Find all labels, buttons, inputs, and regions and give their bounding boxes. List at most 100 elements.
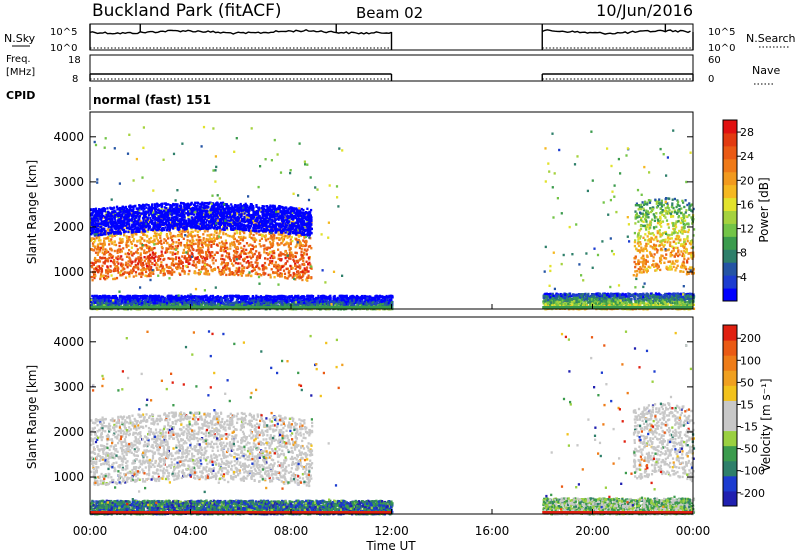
echo-cell: [196, 210, 199, 213]
echo-cell: [183, 206, 186, 210]
echo-cell: [263, 205, 266, 208]
echo-cell: [249, 249, 252, 253]
echo-cell: [285, 255, 288, 258]
echo-cell: [132, 252, 135, 255]
echo-cell: [116, 265, 119, 268]
echo-cell: [239, 227, 242, 231]
echo-cell: [179, 213, 182, 216]
echo-cell: [204, 206, 207, 209]
echo-cell: [256, 262, 259, 265]
echo-cell: [178, 258, 181, 261]
echo-cell: [264, 257, 267, 260]
echo-cell: [158, 209, 162, 212]
echo-cell: [216, 208, 219, 211]
echo-cell: [155, 261, 158, 265]
echo-cell: [122, 226, 125, 230]
echo-cell: [242, 248, 245, 251]
echo-cell: [246, 216, 250, 219]
echo-cell: [116, 251, 119, 254]
echo-cell: [91, 221, 94, 224]
echo-cell: [184, 203, 187, 206]
echo-cell: [119, 232, 122, 235]
echo-cell: [105, 271, 108, 274]
echo-cell: [148, 205, 151, 208]
echo-cell: [100, 273, 103, 276]
echo-cell: [258, 252, 261, 255]
echo-cell: [155, 237, 158, 240]
echo-cell: [292, 214, 295, 218]
echo-cell: [164, 213, 167, 216]
echo-cell: [141, 228, 144, 231]
echo-cell: [247, 244, 250, 247]
echo-cell: [236, 270, 239, 273]
echo-cell: [202, 206, 205, 210]
echo-cell: [182, 269, 185, 273]
echo-cell: [198, 253, 201, 256]
echo-cell: [291, 208, 294, 211]
echo-cell: [240, 218, 244, 221]
echo-cell: [222, 221, 225, 224]
echo-cell: [124, 224, 127, 227]
echo-cell: [126, 240, 129, 244]
echo-cell: [288, 220, 291, 223]
echo-cell: [158, 241, 161, 244]
echo-cell: [124, 230, 127, 233]
echo-cell: [176, 250, 180, 254]
echo-cell: [117, 227, 120, 230]
echo-cell: [194, 271, 197, 275]
echo-cell: [157, 215, 160, 218]
echo-cell: [118, 302, 121, 306]
echo-cell: [253, 214, 256, 217]
echo-cell: [212, 262, 215, 265]
echo-cell: [247, 274, 250, 277]
echo-cell: [212, 236, 215, 239]
echo-cell: [207, 202, 210, 205]
echo-cell: [174, 257, 177, 261]
echo-cell: [156, 268, 159, 271]
echo-cell: [249, 243, 252, 246]
echo-cell: [232, 249, 236, 253]
echo-cell: [146, 219, 150, 223]
echo-cell: [108, 243, 111, 246]
echo-cell: [117, 271, 120, 274]
echo-cell: [264, 221, 267, 224]
echo-cell: [301, 216, 304, 219]
echo-cell: [186, 241, 189, 245]
echo-cell: [282, 219, 285, 222]
echo-cell: [264, 230, 267, 233]
echo-cell: [183, 214, 186, 217]
echo-cell: [192, 243, 195, 246]
echo-cell: [104, 233, 107, 236]
echo-cell: [204, 241, 207, 244]
echo-cell: [183, 230, 186, 233]
echo-cell: [268, 208, 271, 211]
echo-cell: [149, 271, 152, 275]
echo-cell: [143, 228, 146, 231]
echo-cell: [190, 216, 193, 219]
echo-cell: [167, 208, 170, 212]
echo-cell: [246, 205, 249, 208]
echo-cell: [225, 206, 228, 209]
echo-cell: [115, 226, 118, 229]
echo-cell: [213, 253, 216, 256]
echo-cell: [302, 271, 305, 275]
echo-cell: [188, 234, 191, 237]
echo-cell: [226, 224, 229, 227]
echo-cell: [221, 242, 224, 245]
echo-cell: [229, 244, 232, 247]
echo-cell: [301, 254, 304, 257]
echo-cell: [183, 205, 186, 208]
echo-cell: [308, 234, 311, 237]
echo-cell: [114, 265, 117, 268]
echo-cell: [174, 235, 177, 238]
echo-cell: [147, 247, 150, 250]
echo-cell: [308, 210, 311, 214]
echo-cell: [94, 251, 98, 254]
echo-cell: [258, 210, 262, 213]
nsearch-label: N.Search: [746, 32, 796, 45]
echo-cell: [234, 255, 237, 258]
echo-cell: [128, 257, 131, 260]
echo-cell: [217, 214, 220, 218]
echo-cell: [126, 226, 129, 230]
echo-cell: [204, 250, 208, 254]
